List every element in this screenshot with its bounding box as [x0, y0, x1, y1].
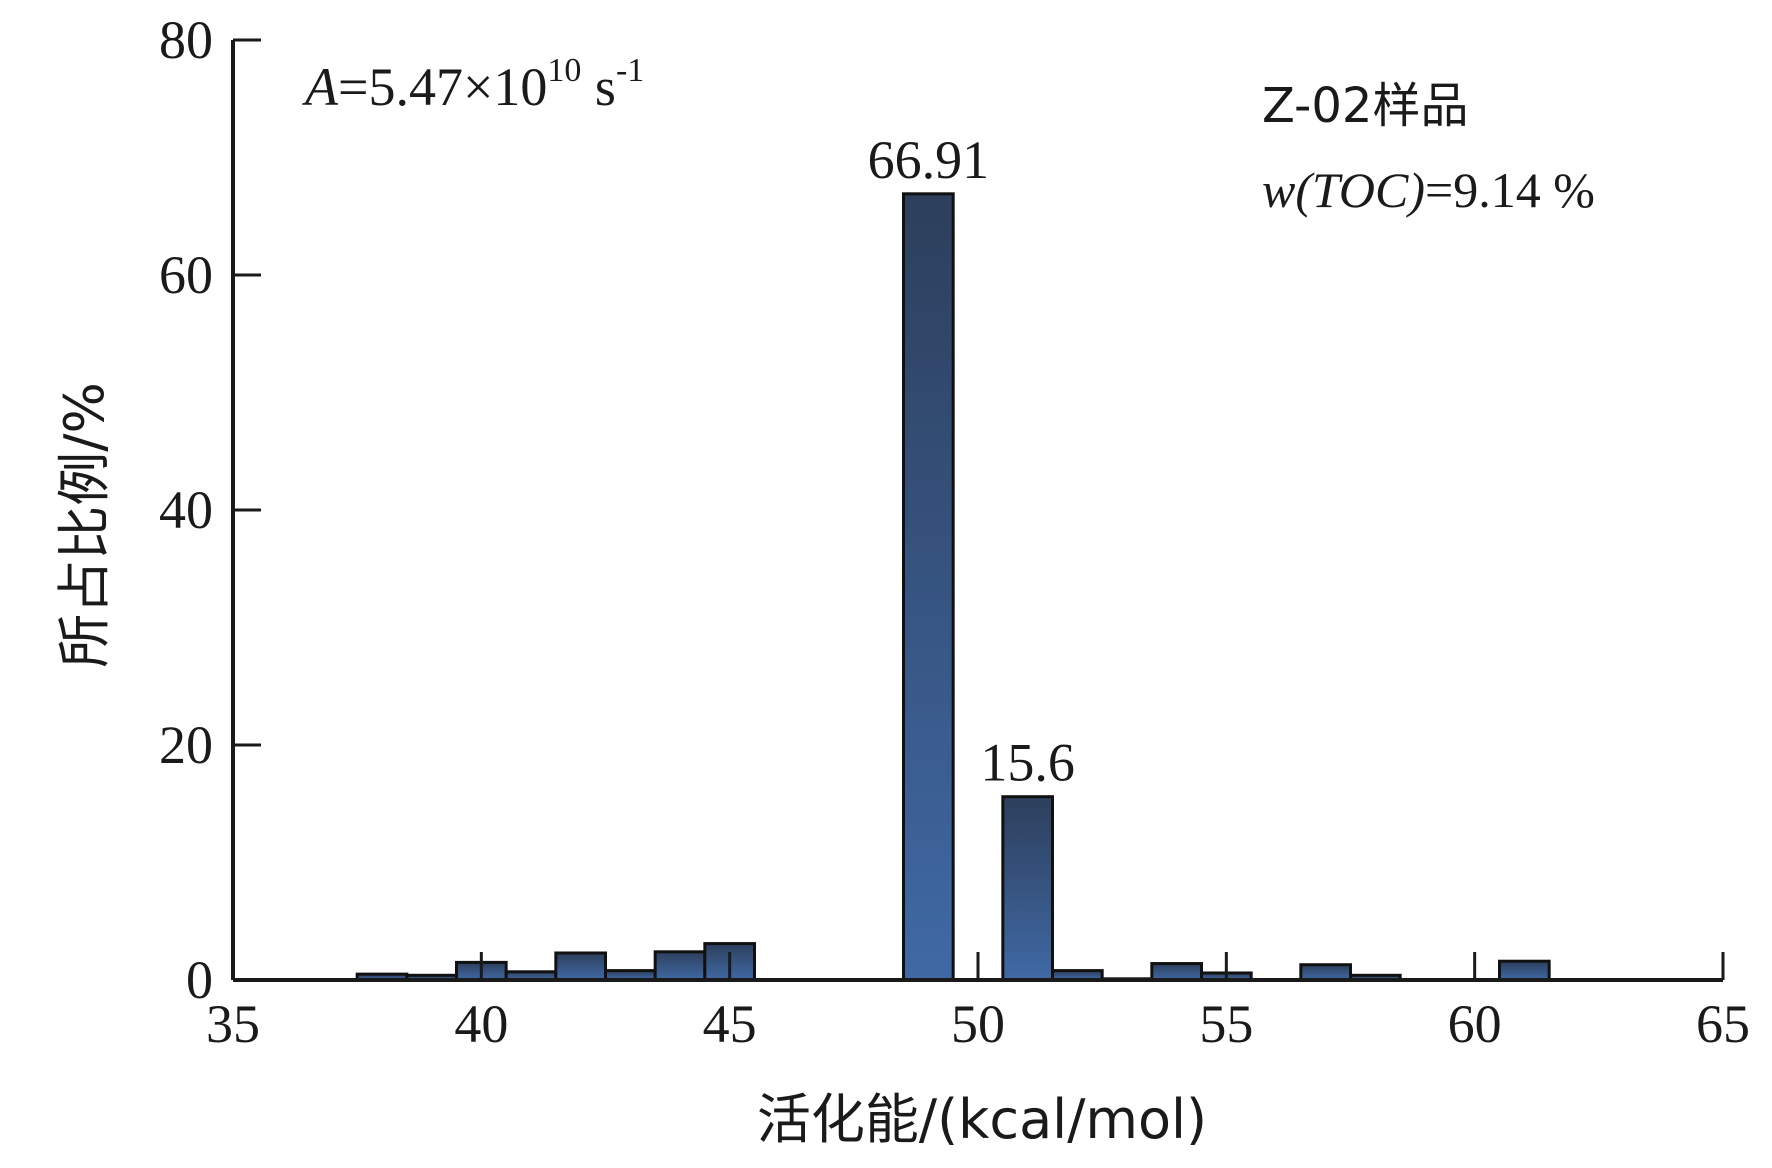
data-labels-layer: 66.91 15.6 — [868, 130, 1075, 793]
x-tick-label: 35 — [206, 994, 260, 1054]
prefactor-symbol: A — [302, 57, 339, 117]
bar — [902, 192, 955, 982]
x-tick-label: 45 — [703, 994, 757, 1054]
bars-layer — [355, 192, 1551, 982]
x-axis-title: 活化能/(kcal/mol) — [757, 1088, 1207, 1151]
bar-value-label: 15.6 — [980, 733, 1075, 793]
x-tick-label: 55 — [1199, 994, 1253, 1054]
x-tick-label: 50 — [951, 994, 1005, 1054]
bar — [1498, 959, 1551, 982]
bar — [1001, 795, 1054, 982]
bar — [1299, 963, 1353, 982]
y-tick-label: 20 — [159, 715, 213, 775]
bar — [554, 951, 607, 982]
toc-symbol: w(TOC) — [1262, 162, 1425, 218]
bar — [1150, 962, 1204, 982]
x-tick-label: 40 — [454, 994, 508, 1054]
toc-annotation: w(TOC)=9.14 % — [1262, 162, 1595, 218]
x-tick-label: 65 — [1696, 994, 1750, 1054]
bar — [653, 950, 707, 982]
y-tick-label: 80 — [159, 10, 213, 70]
y-tick-label: 60 — [159, 245, 213, 305]
x-tick-label: 60 — [1448, 994, 1502, 1054]
prefactor-exponent: 10 — [547, 52, 581, 89]
prefactor-annotation: A=5.47×1010 s-1 — [302, 52, 644, 117]
sample-annotation: Z-02样品 — [1262, 78, 1468, 134]
y-axis-title: 所占比例/% — [53, 382, 116, 668]
y-tick-label: 0 — [186, 950, 213, 1010]
y-tick-label: 40 — [159, 480, 213, 540]
prefactor-unit: s — [581, 57, 616, 117]
toc-value: =9.14 % — [1425, 162, 1595, 218]
prefactor-unit-exponent: -1 — [616, 52, 644, 89]
prefactor-value: =5.47×10 — [338, 57, 547, 117]
axes-layer — [231, 38, 1725, 982]
bar-value-label: 66.91 — [868, 130, 990, 190]
tick-labels-layer: 35 40 45 50 55 60 65 0 20 40 60 80 — [159, 10, 1750, 1054]
